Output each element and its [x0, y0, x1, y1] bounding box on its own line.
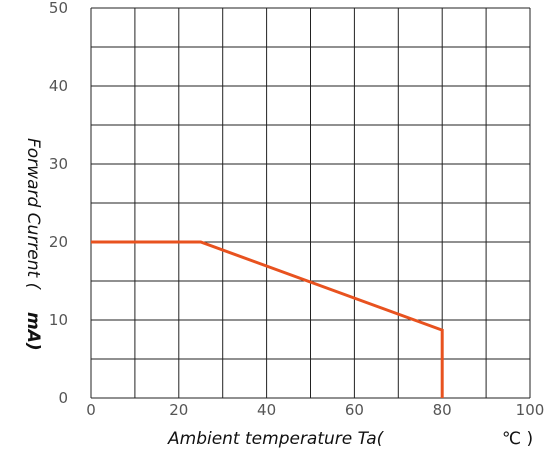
- y-tick-label: 30: [49, 155, 68, 173]
- x-axis-unit: ℃ ): [502, 429, 533, 449]
- x-tick-label: 40: [257, 401, 276, 419]
- forward-current-line: [91, 240, 444, 398]
- y-tick-label: 20: [49, 233, 68, 251]
- y-axis-unit: mA): [23, 312, 43, 351]
- x-tick-label: 100: [516, 401, 545, 419]
- x-tick-label: 80: [433, 401, 452, 419]
- x-axis-label: Ambient temperature Ta(: [167, 429, 385, 449]
- x-axis-ticks: 0 20 40 60 80 100: [86, 401, 544, 419]
- x-tick-label: 60: [345, 401, 364, 419]
- y-tick-label: 40: [49, 77, 68, 95]
- y-tick-label: 10: [49, 311, 68, 329]
- y-axis-label: Forward Current (: [23, 138, 43, 291]
- x-tick-label: 20: [169, 401, 188, 419]
- chart-grid: [90, 7, 531, 399]
- y-tick-label: 0: [58, 389, 68, 407]
- y-tick-label: 50: [49, 0, 68, 17]
- y-axis-ticks: 0 10 20 30 40 50: [49, 0, 68, 407]
- x-tick-label: 0: [86, 401, 96, 419]
